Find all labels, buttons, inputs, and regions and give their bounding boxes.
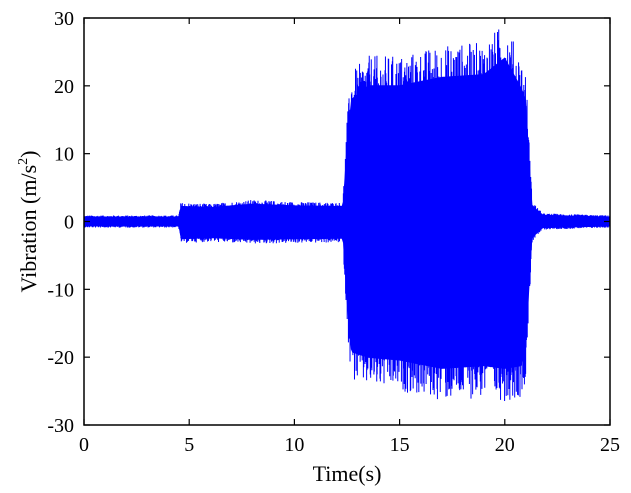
ticks: 0 5 10 15 20 25 30 20 10 0 -10 -20 -30	[47, 8, 620, 456]
x-axis-label: Time(s)	[313, 461, 382, 486]
x-tick-label: 25	[600, 434, 620, 456]
y-axis-label-superscript: 2	[16, 158, 31, 165]
x-tick-label: 15	[390, 434, 410, 456]
x-tick-label: 5	[184, 434, 194, 456]
y-axis-label-main: Vibration (m/s	[16, 165, 41, 293]
y-axis-label: Vibration (m/s2)	[16, 151, 41, 293]
plot-area	[83, 29, 611, 402]
y-tick-label: -30	[47, 415, 74, 437]
x-tick-label: 0	[79, 434, 89, 456]
x-tick-label: 10	[284, 434, 304, 456]
y-tick-label: -10	[47, 279, 74, 301]
y-tick-label: 10	[54, 144, 74, 166]
y-tick-label: -20	[47, 347, 74, 369]
y-tick-label: 20	[54, 76, 74, 98]
y-axis-label-close: )	[16, 151, 41, 158]
series-line-vibration	[83, 29, 611, 402]
x-tick-label: 20	[495, 434, 515, 456]
y-tick-label: 30	[54, 8, 74, 30]
y-tick-label: 0	[64, 212, 74, 234]
